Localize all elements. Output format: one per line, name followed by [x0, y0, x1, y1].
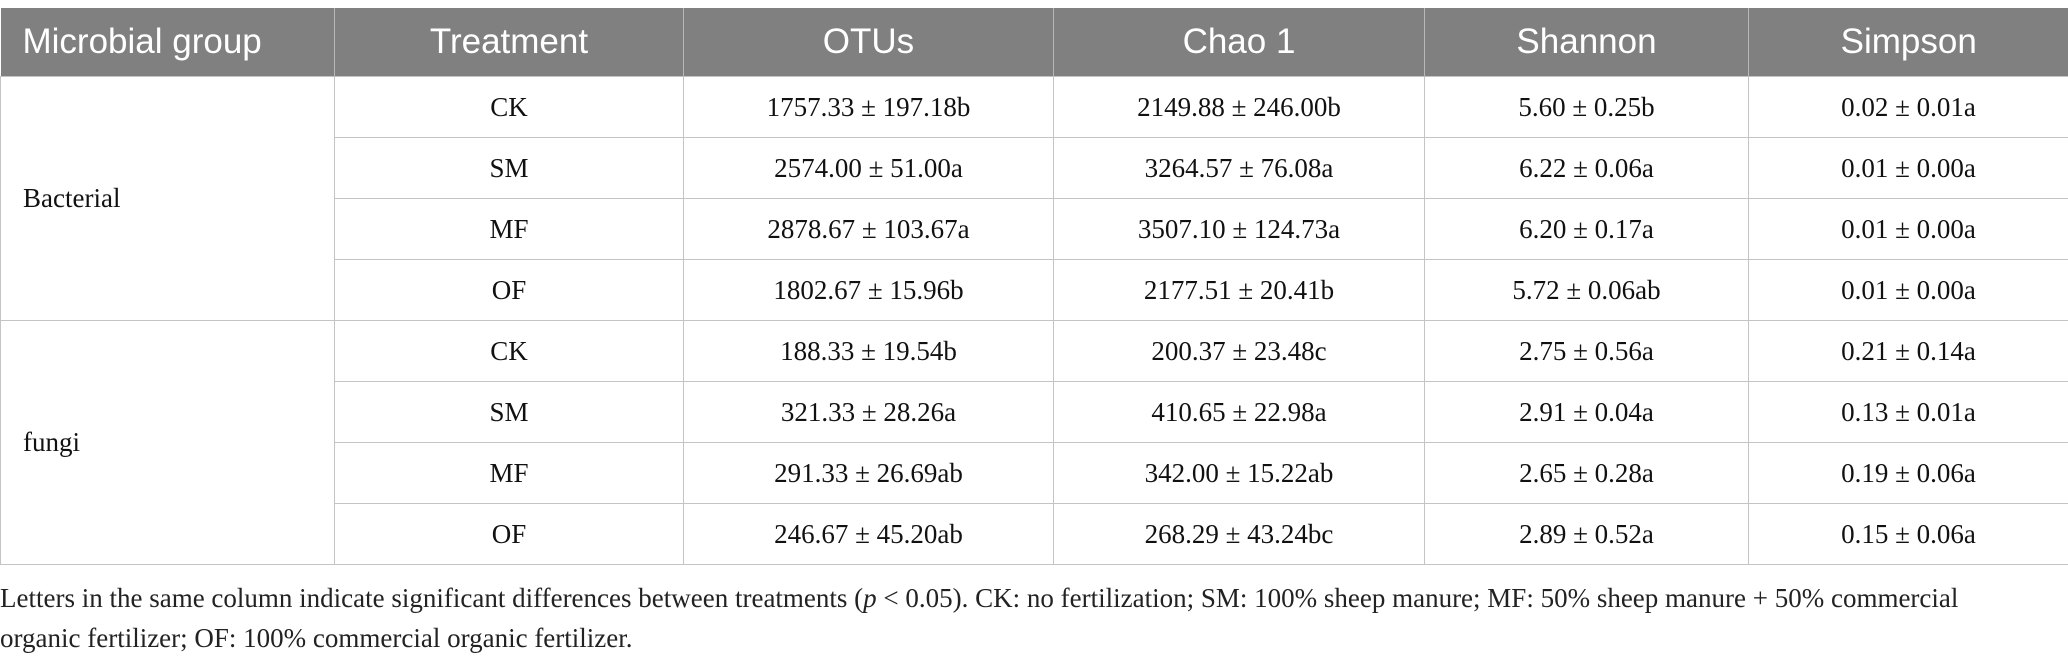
chao1-cell: 2149.88 ± 246.00b	[1053, 76, 1425, 138]
table-footnote: Letters in the same column indicate sign…	[0, 578, 2040, 658]
chao1-cell: 342.00 ± 15.22ab	[1053, 442, 1425, 504]
footnote-text-part2: < 0.05). CK: no fertilization; SM: 100% …	[0, 583, 1959, 653]
group-cell-fungi: fungi	[0, 320, 335, 565]
table-row: MF 291.33 ± 26.69ab 342.00 ± 15.22ab 2.6…	[1, 442, 2068, 504]
simpson-cell: 0.13 ± 0.01a	[1748, 381, 2068, 443]
footnote-p-symbol: p	[863, 583, 877, 613]
chao1-cell: 2177.51 ± 20.41b	[1053, 259, 1425, 321]
treatment-cell: OF	[334, 259, 684, 321]
simpson-cell: 0.21 ± 0.14a	[1748, 320, 2068, 382]
chao1-cell: 410.65 ± 22.98a	[1053, 381, 1425, 443]
treatment-cell: OF	[334, 503, 684, 565]
group-cell-bacterial: Bacterial	[0, 76, 335, 321]
treatment-cell: SM	[334, 381, 684, 443]
shannon-cell: 6.22 ± 0.06a	[1424, 137, 1749, 199]
otus-cell: 2574.00 ± 51.00a	[683, 137, 1054, 199]
table-header: Microbial group Treatment OTUs Chao 1 Sh…	[0, 8, 2068, 77]
header-otus: OTUs	[683, 8, 1054, 77]
treatment-cell: MF	[334, 442, 684, 504]
treatment-cell: SM	[334, 137, 684, 199]
table-row: SM 321.33 ± 28.26a 410.65 ± 22.98a 2.91 …	[1, 381, 2068, 443]
table-row: fungi CK 188.33 ± 19.54b 200.37 ± 23.48c…	[0, 320, 2068, 565]
table-row: Bacterial CK 1757.33 ± 197.18b 2149.88 ±…	[0, 76, 2068, 321]
simpson-cell: 0.01 ± 0.00a	[1748, 259, 2068, 321]
otus-cell: 321.33 ± 28.26a	[683, 381, 1054, 443]
header-simpson: Simpson	[1748, 8, 2068, 77]
shannon-cell: 2.91 ± 0.04a	[1424, 381, 1749, 443]
shannon-cell: 2.89 ± 0.52a	[1424, 503, 1749, 565]
table-body: Bacterial CK 1757.33 ± 197.18b 2149.88 ±…	[0, 76, 2068, 565]
simpson-cell: 0.15 ± 0.06a	[1748, 503, 2068, 565]
table-row: OF 246.67 ± 45.20ab 268.29 ± 43.24bc 2.8…	[1, 503, 2068, 565]
simpson-cell: 0.01 ± 0.00a	[1748, 198, 2068, 260]
shannon-cell: 2.75 ± 0.56a	[1424, 320, 1749, 382]
shannon-cell: 2.65 ± 0.28a	[1424, 442, 1749, 504]
treatment-cell: MF	[334, 198, 684, 260]
otus-cell: 188.33 ± 19.54b	[683, 320, 1054, 382]
data-table-container: Microbial group Treatment OTUs Chao 1 Sh…	[0, 8, 2068, 565]
otus-cell: 1757.33 ± 197.18b	[683, 76, 1054, 138]
header-treatment: Treatment	[334, 8, 684, 77]
simpson-cell: 0.19 ± 0.06a	[1748, 442, 2068, 504]
otus-cell: 1802.67 ± 15.96b	[683, 259, 1054, 321]
chao1-cell: 268.29 ± 43.24bc	[1053, 503, 1425, 565]
footnote-text-part1: Letters in the same column indicate sign…	[0, 583, 864, 613]
header-microbial-group: Microbial group	[0, 8, 335, 77]
treatment-cell: CK	[334, 76, 684, 138]
treatment-cell: CK	[334, 320, 684, 382]
simpson-cell: 0.02 ± 0.01a	[1748, 76, 2068, 138]
simpson-cell: 0.01 ± 0.00a	[1748, 137, 2068, 199]
diversity-table: Microbial group Treatment OTUs Chao 1 Sh…	[0, 8, 2068, 565]
table-row: MF 2878.67 ± 103.67a 3507.10 ± 124.73a 6…	[1, 198, 2068, 260]
header-chao1: Chao 1	[1053, 8, 1425, 77]
chao1-cell: 200.37 ± 23.48c	[1053, 320, 1425, 382]
otus-cell: 2878.67 ± 103.67a	[683, 198, 1054, 260]
table-row: OF 1802.67 ± 15.96b 2177.51 ± 20.41b 5.7…	[1, 259, 2068, 321]
chao1-cell: 3507.10 ± 124.73a	[1053, 198, 1425, 260]
shannon-cell: 5.72 ± 0.06ab	[1424, 259, 1749, 321]
otus-cell: 291.33 ± 26.69ab	[683, 442, 1054, 504]
header-row: Microbial group Treatment OTUs Chao 1 Sh…	[0, 8, 2068, 77]
header-shannon: Shannon	[1424, 8, 1749, 77]
otus-cell: 246.67 ± 45.20ab	[683, 503, 1054, 565]
chao1-cell: 3264.57 ± 76.08a	[1053, 137, 1425, 199]
shannon-cell: 5.60 ± 0.25b	[1424, 76, 1749, 138]
shannon-cell: 6.20 ± 0.17a	[1424, 198, 1749, 260]
